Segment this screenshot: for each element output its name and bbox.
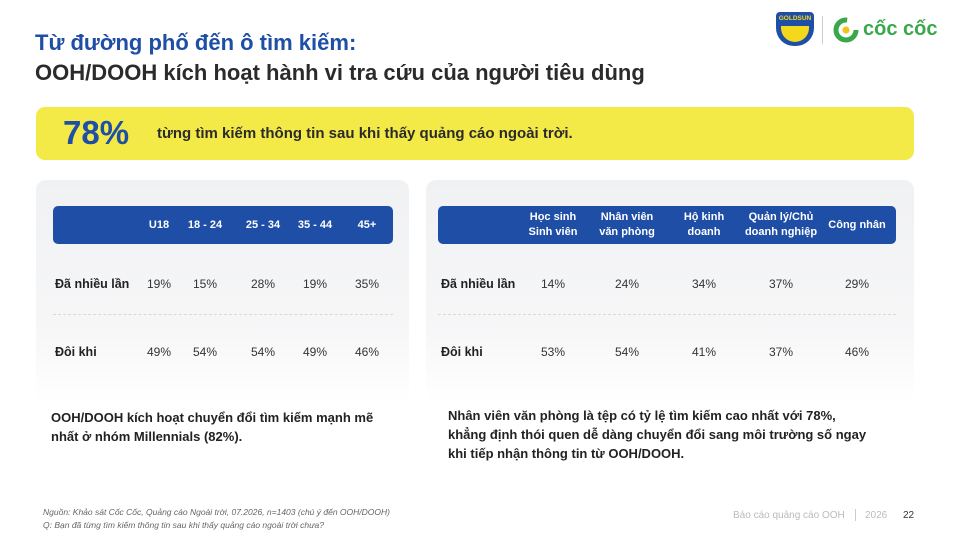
table-cell: 28% <box>250 277 276 291</box>
title-line-2: OOH/DOOH kích hoạt hành vi tra cứu của n… <box>35 60 645 85</box>
footer-source: Nguồn: Khảo sát Cốc Cốc, Quảng cáo Ngoài… <box>43 507 390 517</box>
row-divider <box>53 314 393 315</box>
goldsun-logo: GOLDSUN <box>776 12 814 46</box>
table-cell: 49% <box>302 345 328 359</box>
header-line: Công nhân <box>828 218 886 231</box>
footer-divider <box>855 509 856 521</box>
header-bar <box>438 206 896 244</box>
header-line: Hộ kinh <box>683 211 725 223</box>
table-cell: 54% <box>192 345 218 359</box>
table-cell: 15% <box>192 277 218 291</box>
column-header: 18 - 24 <box>188 206 222 244</box>
footer-report: Báo cáo quảng cáo OOH <box>733 510 845 521</box>
table-cell: 14% <box>540 277 566 291</box>
header-line: Quản lý/Chủ <box>748 211 814 223</box>
table-cell: 34% <box>691 277 717 291</box>
table-cell: 35% <box>354 277 380 291</box>
table-cell: 37% <box>768 277 794 291</box>
table-cell: 24% <box>614 277 640 291</box>
row-divider <box>438 314 896 315</box>
note-line: khẳng định thói quen dễ dàng chuyển đổi … <box>448 427 867 442</box>
table-cell: 53% <box>540 345 566 359</box>
column-header: U18 <box>149 206 169 244</box>
table-cell: 19% <box>302 277 328 291</box>
note-line: Nhân viên văn phòng là tệp có tỷ lệ tìm … <box>448 408 836 423</box>
table-cell: 41% <box>691 345 717 359</box>
footer-year: 2026 <box>865 510 888 521</box>
column-header: 25 - 34 <box>246 206 280 244</box>
logo-divider <box>822 16 823 44</box>
goldsun-text: GOLDSUN <box>778 15 812 22</box>
column-header: Quản lý/Chủ doanh nghiệp <box>745 206 817 244</box>
header-line: văn phòng <box>599 226 655 238</box>
header-line: doanh nghiệp <box>744 226 818 238</box>
row-label: Đôi khi <box>441 345 483 359</box>
column-header: 35 - 44 <box>298 206 332 244</box>
table-cell: 46% <box>844 345 870 359</box>
table-cell: 37% <box>768 345 794 359</box>
header-line: Học sinh <box>529 211 577 223</box>
note-left: OOH/DOOH kích hoạt chuyển đổi tìm kiếm m… <box>51 408 373 446</box>
table-cell: 46% <box>354 345 380 359</box>
note-right: Nhân viên văn phòng là tệp có tỷ lệ tìm … <box>448 406 866 463</box>
header-line: Nhân viên <box>600 211 654 223</box>
highlight-banner <box>36 107 914 160</box>
header-line: 35 - 44 <box>297 218 333 231</box>
coccoc-text: cốc cốc <box>863 18 938 40</box>
title-line-1: Từ đường phố đến ô tìm kiếm: <box>35 30 357 55</box>
note-line: khi tiếp nhận thông tin từ OOH/DOOH. <box>448 446 685 461</box>
table-cell: 19% <box>146 277 172 291</box>
header-line: U18 <box>148 218 170 231</box>
header-line: 45+ <box>357 218 377 231</box>
row-label: Đôi khi <box>55 345 97 359</box>
column-header: Học sinh Sinh viên <box>529 206 578 244</box>
footer-question: Q: Bạn đã từng tìm kiếm thông tin sau kh… <box>43 520 324 530</box>
table-cell: 29% <box>844 277 870 291</box>
table-cell: 49% <box>146 345 172 359</box>
note-line: OOH/DOOH kích hoạt chuyển đổi tìm kiếm m… <box>51 410 374 425</box>
header-line: 18 - 24 <box>187 218 223 231</box>
column-header: Hộ kinh doanh <box>684 206 724 244</box>
table-cell: 54% <box>250 345 276 359</box>
column-header: 45+ <box>358 206 377 244</box>
header-line: Sinh viên <box>528 226 578 238</box>
footer-page: 22 <box>903 510 915 521</box>
table-cell: 54% <box>614 345 640 359</box>
column-header: Nhân viên văn phòng <box>599 206 655 244</box>
note-line: nhất ở nhóm Millennials (82%). <box>51 429 243 444</box>
header-line: 25 - 34 <box>245 218 281 231</box>
header-bar <box>53 206 393 244</box>
highlight-text: từng tìm kiếm thông tin sau khi thấy quả… <box>157 125 573 142</box>
row-label: Đã nhiều lần <box>55 277 130 291</box>
header-line: doanh <box>687 226 721 238</box>
coccoc-icon <box>833 17 859 43</box>
row-label: Đã nhiều lần <box>441 277 516 291</box>
column-header: Công nhân <box>828 206 885 244</box>
highlight-stat: 78% <box>63 114 130 151</box>
